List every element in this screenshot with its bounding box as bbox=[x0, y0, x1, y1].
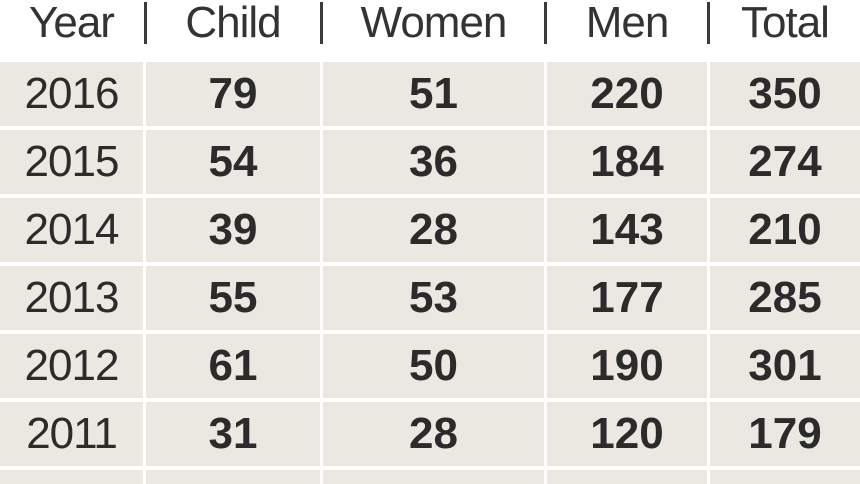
women-cell: 50 bbox=[323, 334, 544, 398]
total-cell: 179 bbox=[710, 402, 860, 466]
total-cell: 350 bbox=[710, 62, 860, 126]
child-cell: 61 bbox=[146, 334, 320, 398]
total-cell: 210 bbox=[710, 198, 860, 262]
table-row: 2012 61 50 190 301 bbox=[0, 334, 860, 398]
column-separator bbox=[320, 2, 323, 44]
child-cell: 39 bbox=[146, 198, 320, 262]
women-cell: 36 bbox=[323, 130, 544, 194]
men-cell: 220 bbox=[547, 62, 707, 126]
column-separator bbox=[707, 2, 710, 44]
child-cell: 31 bbox=[146, 402, 320, 466]
row-background bbox=[710, 470, 860, 484]
table-row: 2015 54 36 184 274 bbox=[0, 130, 860, 194]
total-cell: 285 bbox=[710, 266, 860, 330]
child-cell: 54 bbox=[146, 130, 320, 194]
year-cell: 2012 bbox=[0, 334, 143, 398]
total-cell: 274 bbox=[710, 130, 860, 194]
year-cell: 2014 bbox=[0, 198, 143, 262]
men-cell: 143 bbox=[547, 198, 707, 262]
men-cell: 177 bbox=[547, 266, 707, 330]
year-cell: 2016 bbox=[0, 62, 143, 126]
table-row: 2011 31 28 120 179 bbox=[0, 402, 860, 466]
men-cell: 184 bbox=[547, 130, 707, 194]
column-header-men: Men bbox=[585, 0, 670, 47]
child-cell: 55 bbox=[146, 266, 320, 330]
column-header-child: Child bbox=[185, 0, 281, 47]
column-separator bbox=[544, 2, 547, 44]
year-cell: 2011 bbox=[0, 402, 143, 466]
men-cell: 120 bbox=[547, 402, 707, 466]
table-row-partial bbox=[0, 470, 860, 484]
women-cell: 51 bbox=[323, 62, 544, 126]
row-background bbox=[146, 470, 320, 484]
column-header-year: Year bbox=[29, 0, 115, 47]
table-body: 2016 79 51 220 350 2015 54 36 184 274 20… bbox=[0, 62, 860, 484]
total-cell: 301 bbox=[710, 334, 860, 398]
year-cell: 2013 bbox=[0, 266, 143, 330]
table-header: Year Child Women Men Total bbox=[0, 0, 860, 54]
year-cell: 2015 bbox=[0, 130, 143, 194]
column-header-total: Total bbox=[741, 0, 830, 47]
men-cell: 190 bbox=[547, 334, 707, 398]
women-cell: 53 bbox=[323, 266, 544, 330]
column-header-women: Women bbox=[360, 0, 508, 47]
women-cell: 28 bbox=[323, 402, 544, 466]
row-background bbox=[323, 470, 544, 484]
row-background bbox=[0, 470, 143, 484]
table-row: 2014 39 28 143 210 bbox=[0, 198, 860, 262]
child-cell: 79 bbox=[146, 62, 320, 126]
women-cell: 28 bbox=[323, 198, 544, 262]
column-separator bbox=[144, 2, 147, 44]
table-row: 2016 79 51 220 350 bbox=[0, 62, 860, 126]
table-row: 2013 55 53 177 285 bbox=[0, 266, 860, 330]
row-background bbox=[547, 470, 707, 484]
